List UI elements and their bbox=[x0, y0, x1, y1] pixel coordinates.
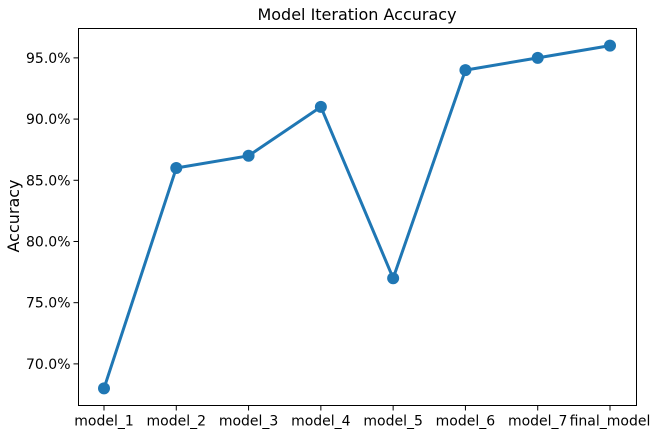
x-tick-label: model_5 bbox=[363, 414, 423, 430]
data-point bbox=[314, 100, 327, 113]
y-tick-label: 95.0% bbox=[26, 51, 70, 67]
y-tick-label: 90.0% bbox=[26, 112, 70, 128]
series-line bbox=[102, 44, 612, 390]
x-axis-ticks: model_1 model_2 model_3 model_4 model_5 model… bbox=[74, 405, 651, 430]
y-axis-label: Accuracy bbox=[4, 179, 23, 252]
y-tick-label: 75.0% bbox=[26, 296, 70, 312]
x-tick-label: model_7 bbox=[508, 414, 568, 430]
data-point bbox=[242, 149, 255, 162]
data-point bbox=[98, 382, 110, 395]
chart-title: Model Iteration Accuracy bbox=[257, 5, 456, 24]
data-point bbox=[604, 39, 616, 52]
x-tick-label: final_model bbox=[570, 414, 651, 430]
data-point bbox=[531, 51, 544, 64]
y-axis-ticks: 70.0% 75.0% 80.0% 85.0% 90.0% 95.0% bbox=[26, 51, 79, 373]
data-point bbox=[170, 162, 183, 175]
x-tick-label: model_4 bbox=[291, 414, 351, 430]
y-tick-label: 85.0% bbox=[26, 173, 70, 189]
data-point bbox=[459, 64, 472, 77]
data-point bbox=[387, 272, 400, 285]
y-tick-label: 70.0% bbox=[26, 357, 70, 373]
x-tick-label: model_1 bbox=[74, 414, 134, 430]
y-tick-label: 80.0% bbox=[26, 234, 70, 250]
x-tick-label: model_6 bbox=[436, 414, 496, 430]
x-tick-label: model_3 bbox=[219, 414, 279, 430]
plot-series bbox=[98, 39, 616, 395]
x-tick-label: model_2 bbox=[147, 414, 207, 430]
plot-area-frame bbox=[78, 28, 637, 406]
